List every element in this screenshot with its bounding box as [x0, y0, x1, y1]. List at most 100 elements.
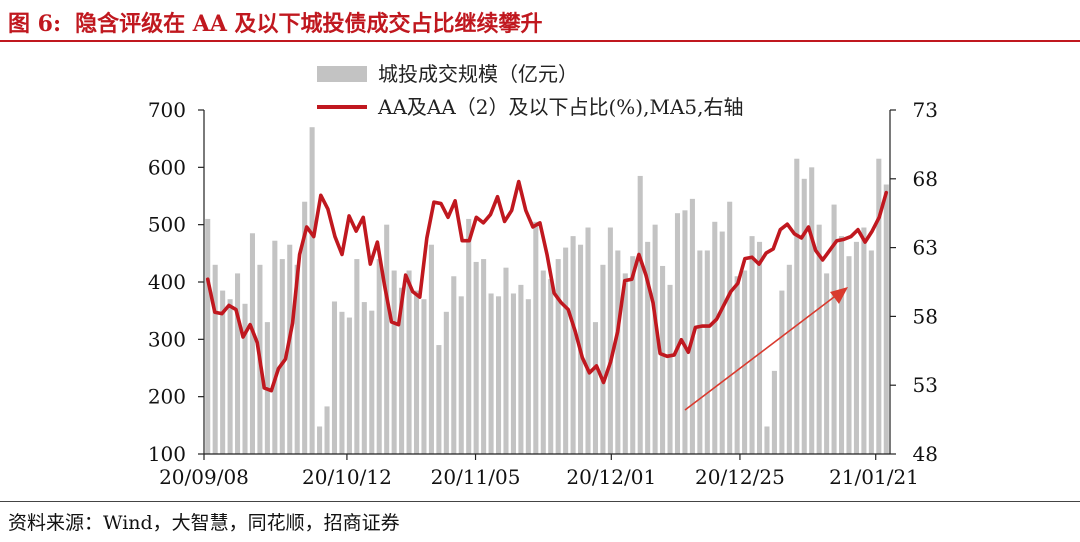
x-tick-label: 20/11/05: [431, 465, 521, 489]
bar: [876, 158, 882, 455]
bar: [592, 322, 598, 454]
chart: 100 200 300 400 500 600 700 48 53 58 63 68 73 20/09/0…: [148, 62, 938, 489]
bar: [719, 231, 725, 454]
title-rule: [0, 40, 1080, 42]
legend-swatch-bar: [317, 66, 367, 82]
bar: [331, 301, 338, 454]
bar: [846, 256, 852, 454]
bar: [756, 241, 763, 454]
x-tick-label: 20/09/08: [159, 465, 249, 489]
y-left-tick-label: 400: [148, 270, 186, 294]
bar: [473, 261, 479, 454]
bar: [637, 175, 643, 454]
bar: [667, 284, 673, 454]
bar: [436, 345, 442, 454]
bar: [503, 267, 509, 454]
bar: [570, 236, 576, 454]
bar: [809, 167, 815, 454]
bar: [205, 218, 211, 454]
source-note: 资料来源：Wind，大智慧，同花顺，招商证券: [8, 512, 400, 534]
arrow-shaft: [684, 293, 839, 411]
bar: [645, 241, 651, 454]
bar: [518, 284, 524, 454]
bar: [540, 270, 546, 454]
bar: [242, 303, 248, 454]
bar: [861, 227, 867, 454]
x-tick-label: 20/10/12: [302, 465, 392, 489]
bar: [525, 299, 531, 454]
y-left-tick-label: 200: [148, 385, 186, 409]
x-tick-label: 20/12/01: [566, 465, 656, 489]
y-right-tick-label: 73: [913, 98, 938, 122]
bar: [704, 250, 710, 454]
bar: [294, 264, 300, 454]
bar: [697, 250, 703, 454]
bar: [674, 213, 681, 454]
bar: [742, 270, 748, 454]
y-left-tick-label: 500: [148, 213, 186, 237]
y-right-tick-label: 58: [913, 304, 938, 328]
bar: [510, 293, 516, 454]
bar: [824, 273, 830, 454]
trend-arrow: [684, 287, 848, 411]
title-text: 隐含评级在 AA 及以下城投债成交占比继续攀升: [75, 11, 543, 37]
bar: [652, 224, 658, 454]
bar: [369, 310, 375, 454]
bar: [839, 236, 845, 454]
bar: [533, 221, 539, 454]
bar: [361, 302, 367, 454]
bar: [853, 241, 859, 454]
bar: [384, 224, 390, 454]
bar: [451, 276, 457, 454]
bar: [212, 264, 218, 454]
y-left-tick-label: 300: [148, 327, 186, 351]
bar: [563, 247, 569, 454]
chart-title: 图 6: 隐含评级在 AA 及以下城投债成交占比继续攀升: [8, 6, 543, 38]
legend: 城投成交规模（亿元） AA及AA（2）及以下占比(%),MA5,右轴: [317, 62, 743, 119]
bar: [309, 127, 315, 454]
bar: [734, 276, 740, 454]
x-tick-label: 20/12/25: [695, 465, 785, 489]
bar: [428, 244, 434, 454]
bar: [555, 259, 561, 454]
x-tick-label: 21/01/21: [829, 465, 919, 489]
bar: [235, 273, 241, 454]
bar: [749, 236, 755, 454]
bar: [585, 227, 591, 454]
bar: [466, 218, 472, 454]
bar: [302, 201, 308, 454]
bar: [391, 270, 397, 454]
bar: [354, 259, 360, 454]
bar: [227, 299, 233, 454]
bar: [324, 406, 330, 454]
bar: [287, 244, 293, 454]
y-left-tick-label: 600: [148, 155, 186, 179]
axes: 100 200 300 400 500 600 700 48 53 58 63 68 73 20/09/0…: [148, 98, 938, 489]
y-left-tick-label: 700: [148, 98, 186, 122]
legend-label-line: AA及AA（2）及以下占比(%),MA5,右轴: [377, 95, 743, 119]
bar: [406, 270, 412, 454]
y-right-tick-label: 48: [913, 442, 938, 466]
bar: [458, 296, 464, 454]
bar: [317, 426, 323, 454]
bar: [883, 184, 889, 454]
bar: [831, 204, 837, 454]
bar: [399, 287, 405, 454]
bar: [279, 259, 285, 454]
y-right-tick-label: 53: [913, 373, 938, 397]
bar: [220, 290, 226, 454]
legend-label-bar: 城投成交规模（亿元）: [378, 62, 578, 86]
bar: [249, 233, 255, 454]
bar: [779, 290, 785, 454]
bar: [488, 293, 494, 454]
bar: [600, 264, 606, 454]
bar: [548, 279, 554, 454]
bar: [764, 426, 770, 454]
bar: [630, 256, 636, 454]
bar: [868, 250, 874, 454]
bar: [481, 259, 487, 454]
bar: [660, 265, 666, 454]
bar: [794, 158, 800, 455]
bar: [622, 273, 628, 454]
bar: [801, 178, 807, 455]
